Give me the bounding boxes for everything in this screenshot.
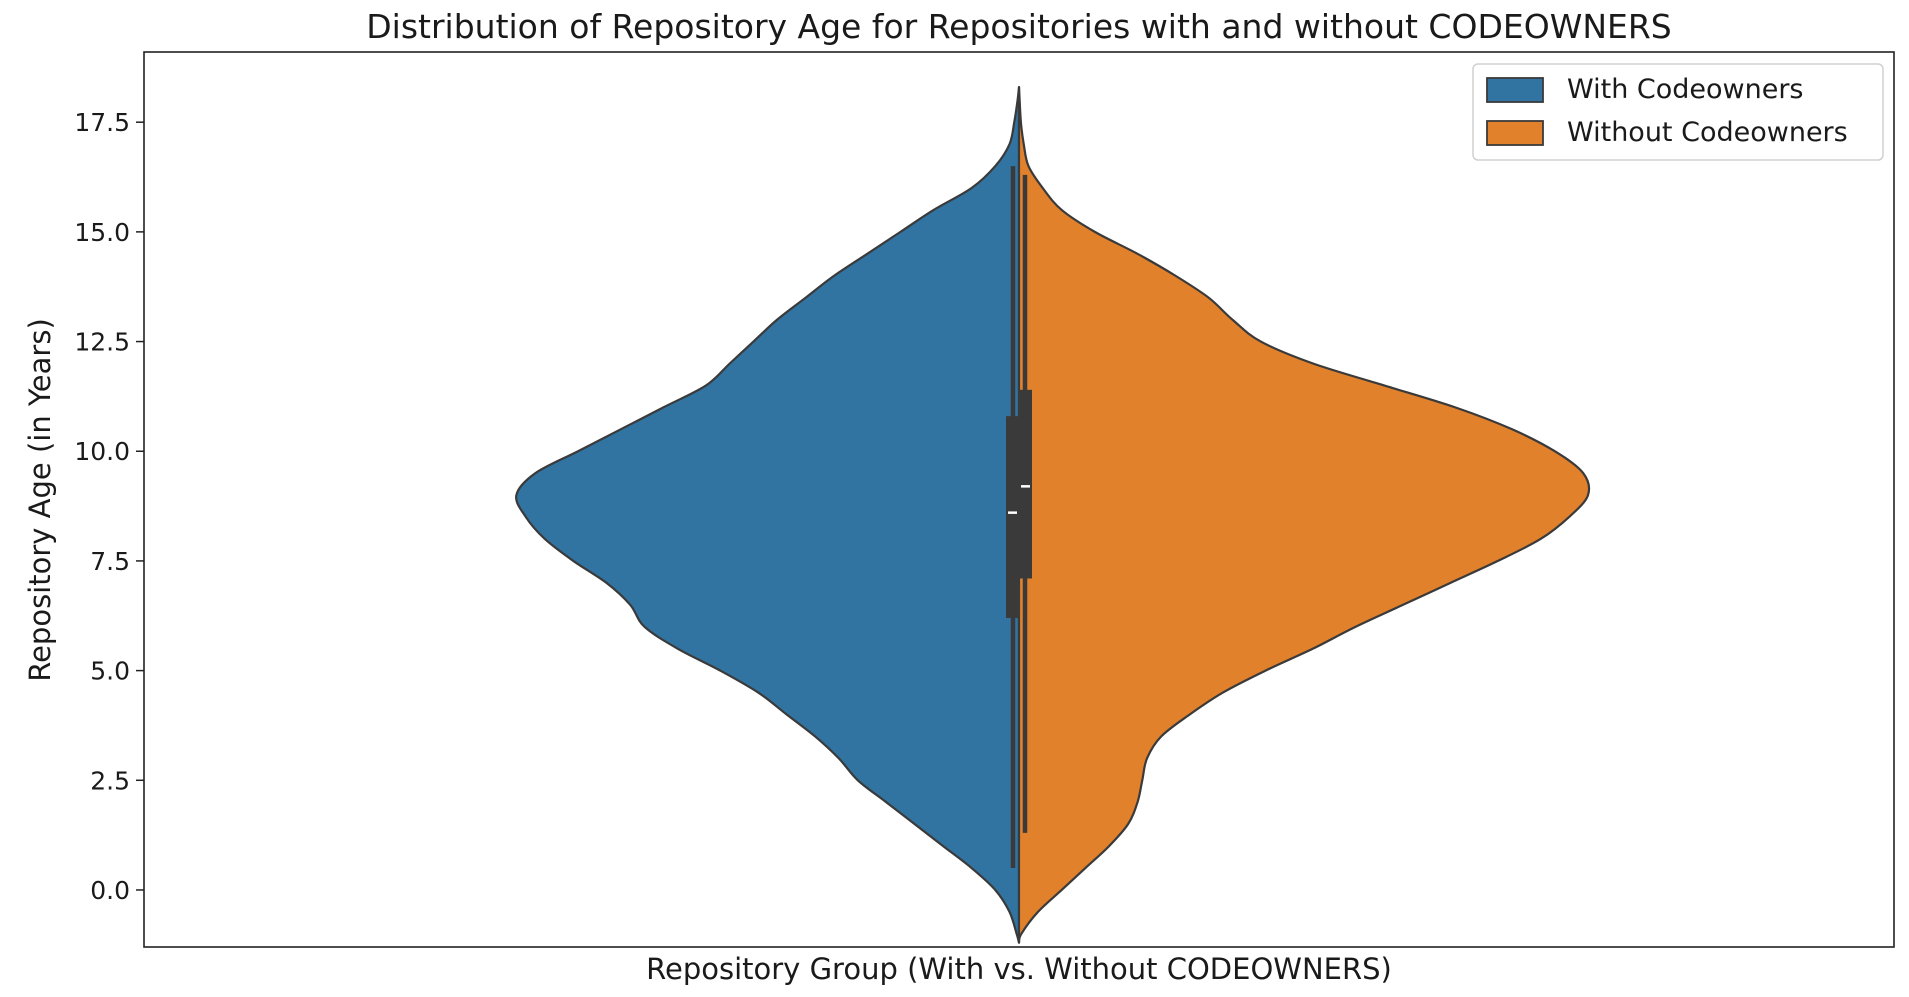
legend-swatch-0 (1486, 77, 1544, 103)
y-tick-label-5: 12.5 (74, 328, 130, 357)
y-axis: 0.0 2.5 5.0 7.5 10.0 12.5 15.0 17.5 (74, 108, 144, 905)
iqr-box-with-codeowners (1006, 416, 1019, 618)
y-tick-label-4: 10.0 (74, 437, 130, 466)
y-tick-label-1: 2.5 (90, 766, 130, 795)
violin-with-codeowners (515, 86, 1021, 944)
y-tick-label-6: 15.0 (74, 218, 130, 247)
legend-label-1: Without Codeowners (1567, 117, 1848, 148)
legend-label-0: With Codeowners (1567, 74, 1804, 105)
violin-without-codeowners (1017, 86, 1591, 944)
iqr-box-without-codeowners (1019, 389, 1032, 579)
y-tick-label-7: 17.5 (74, 108, 130, 137)
y-tick-label-3: 7.5 (90, 547, 130, 576)
y-tick-label-0: 0.0 (90, 876, 130, 905)
plot-frame (143, 51, 1895, 948)
chart-title: Distribution of Repository Age for Repos… (366, 7, 1671, 46)
box-group (1006, 166, 1032, 869)
legend: With Codeowners Without Codeowners (1472, 63, 1884, 161)
x-axis-label: Repository Group (With vs. Without CODEO… (646, 952, 1392, 986)
legend-swatch-1 (1486, 120, 1544, 146)
y-tick-label-2: 5.0 (90, 657, 130, 686)
legend-frame (1472, 63, 1884, 161)
y-axis-label: Repository Age (in Years) (23, 318, 57, 682)
violin-group (515, 86, 1591, 944)
